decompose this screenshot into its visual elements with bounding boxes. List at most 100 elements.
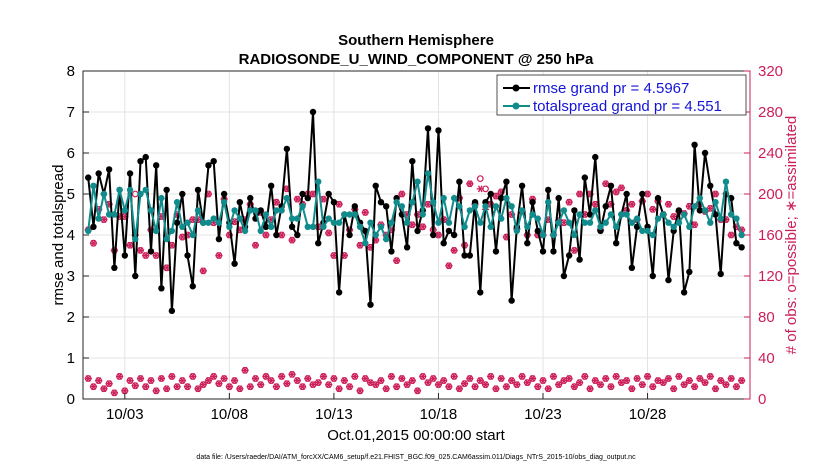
series-layer: [84, 108, 746, 397]
obs-assimilated-point: [429, 375, 437, 382]
series-point: [686, 268, 693, 276]
series-point: [341, 211, 348, 218]
obs-assimilated-stroke: [216, 380, 222, 388]
obs-assimilated-stroke: [195, 385, 201, 393]
series-point: [576, 256, 583, 263]
obs-assimilated-stroke: [179, 377, 185, 384]
obs-assimilated-point: [131, 382, 139, 390]
obs-assimilated-point: [115, 373, 124, 380]
obs-assimilated-point: [345, 383, 354, 391]
series-point: [712, 199, 719, 206]
obs-assimilated-point: [534, 383, 542, 391]
obs-assimilated-stroke: [561, 219, 567, 227]
series-point: [168, 307, 176, 315]
series-point: [414, 178, 421, 185]
obs-assimilated-stroke: [634, 375, 640, 382]
series-point: [701, 149, 709, 157]
obs-assimilated-point: [445, 383, 453, 391]
obs-assimilated-stroke: [284, 380, 290, 388]
series-point: [288, 223, 296, 230]
obs-assimilated-point: [293, 195, 301, 203]
obs-assimilated-stroke: [378, 377, 384, 384]
series-point: [85, 174, 92, 181]
obs-assimilated-stroke: [357, 241, 363, 249]
obs-assimilated-stroke: [504, 233, 509, 241]
series-point: [477, 289, 484, 296]
series-point: [163, 235, 170, 243]
obs-assimilated-point: [152, 252, 160, 259]
obs-assimilated-stroke: [477, 377, 483, 384]
legend-box: [496, 74, 747, 116]
obs-assimilated-stroke: [451, 373, 457, 380]
obs-assimilated-stroke: [687, 202, 692, 210]
series-point: [299, 190, 306, 198]
series-point: [137, 190, 144, 198]
obs-assimilated-stroke: [707, 373, 713, 380]
series-point: [492, 248, 500, 255]
series-point: [283, 145, 291, 153]
series-obs-assimilated-lower-: [84, 366, 746, 397]
obs-assimilated-point: [706, 204, 714, 212]
obs-assimilated-stroke: [671, 213, 677, 220]
obs-assimilated-stroke: [582, 373, 588, 380]
chart-subtitle: RADIOSONDE_U_WIND_COMPONENT @ 250 hPa: [239, 51, 594, 68]
obs-assimilated-point: [387, 373, 396, 380]
obs-assimilated-stroke: [342, 252, 347, 259]
obs-assimilated-stroke: [143, 252, 149, 259]
x-axis-label: Oct.01,2015 00:00:00 start: [327, 427, 505, 444]
obs-assimilated-point: [706, 373, 714, 380]
obs-assimilated-point: [142, 252, 150, 259]
series-point: [309, 223, 317, 230]
obs-assimilated-stroke: [566, 198, 572, 206]
series-point: [592, 153, 599, 161]
obs-assimilated-point: [690, 383, 699, 391]
series-point: [649, 231, 656, 239]
obs-assimilated-point: [696, 375, 704, 382]
obs-assimilated-point: [121, 387, 129, 395]
series-point: [382, 203, 390, 210]
series-point: [356, 223, 364, 230]
series-point: [456, 178, 463, 185]
obs-assimilated-point: [424, 200, 432, 208]
obs-assimilated-stroke: [91, 383, 96, 391]
series-point: [142, 186, 149, 194]
obs-assimilated-stroke: [310, 381, 316, 389]
series-point: [727, 211, 735, 218]
obs-assimilated-point: [136, 375, 145, 382]
obs-assimilated-point: [612, 188, 620, 196]
obs-assimilated-stroke: [164, 385, 169, 393]
obs-assimilated-point: [157, 375, 166, 382]
obs-assimilated-stroke: [122, 213, 128, 220]
series-point: [466, 252, 474, 259]
obs-assimilated-stroke: [498, 375, 504, 382]
series-point: [555, 219, 562, 226]
series-point: [403, 244, 411, 251]
obs-assimilated-stroke: [587, 385, 593, 393]
obs-assimilated-stroke: [504, 383, 509, 391]
obs-assimilated-stroke: [441, 377, 447, 384]
series-point: [707, 182, 714, 189]
obs-assimilated-stroke: [540, 377, 546, 384]
series-point: [132, 272, 139, 280]
obs-assimilated-stroke: [671, 385, 677, 393]
obs-assimilated-stroke: [650, 383, 656, 391]
y-tick-label: 8: [67, 63, 75, 80]
obs-assimilated-stroke: [91, 239, 96, 247]
obs-assimilated-stroke: [603, 375, 609, 382]
series-point: [158, 285, 165, 292]
obs-assimilated-stroke: [436, 381, 441, 389]
series-point: [226, 223, 233, 230]
series-point: [121, 207, 129, 214]
series-point: [450, 231, 458, 239]
obs-assimilated-stroke: [300, 383, 305, 391]
obs-assimilated-stroke: [190, 216, 196, 224]
series-point: [738, 231, 745, 239]
obs-assimilated-stroke: [425, 200, 431, 208]
obs-assimilated-stroke: [577, 190, 582, 198]
obs-assimilated-point: [393, 383, 401, 391]
series-point: [565, 252, 573, 259]
legend-label-rmse: rmse grand pr = 4.5967: [533, 80, 689, 97]
series-point: [377, 199, 385, 206]
series-point: [435, 219, 442, 226]
obs-assimilated-stroke: [629, 385, 635, 393]
